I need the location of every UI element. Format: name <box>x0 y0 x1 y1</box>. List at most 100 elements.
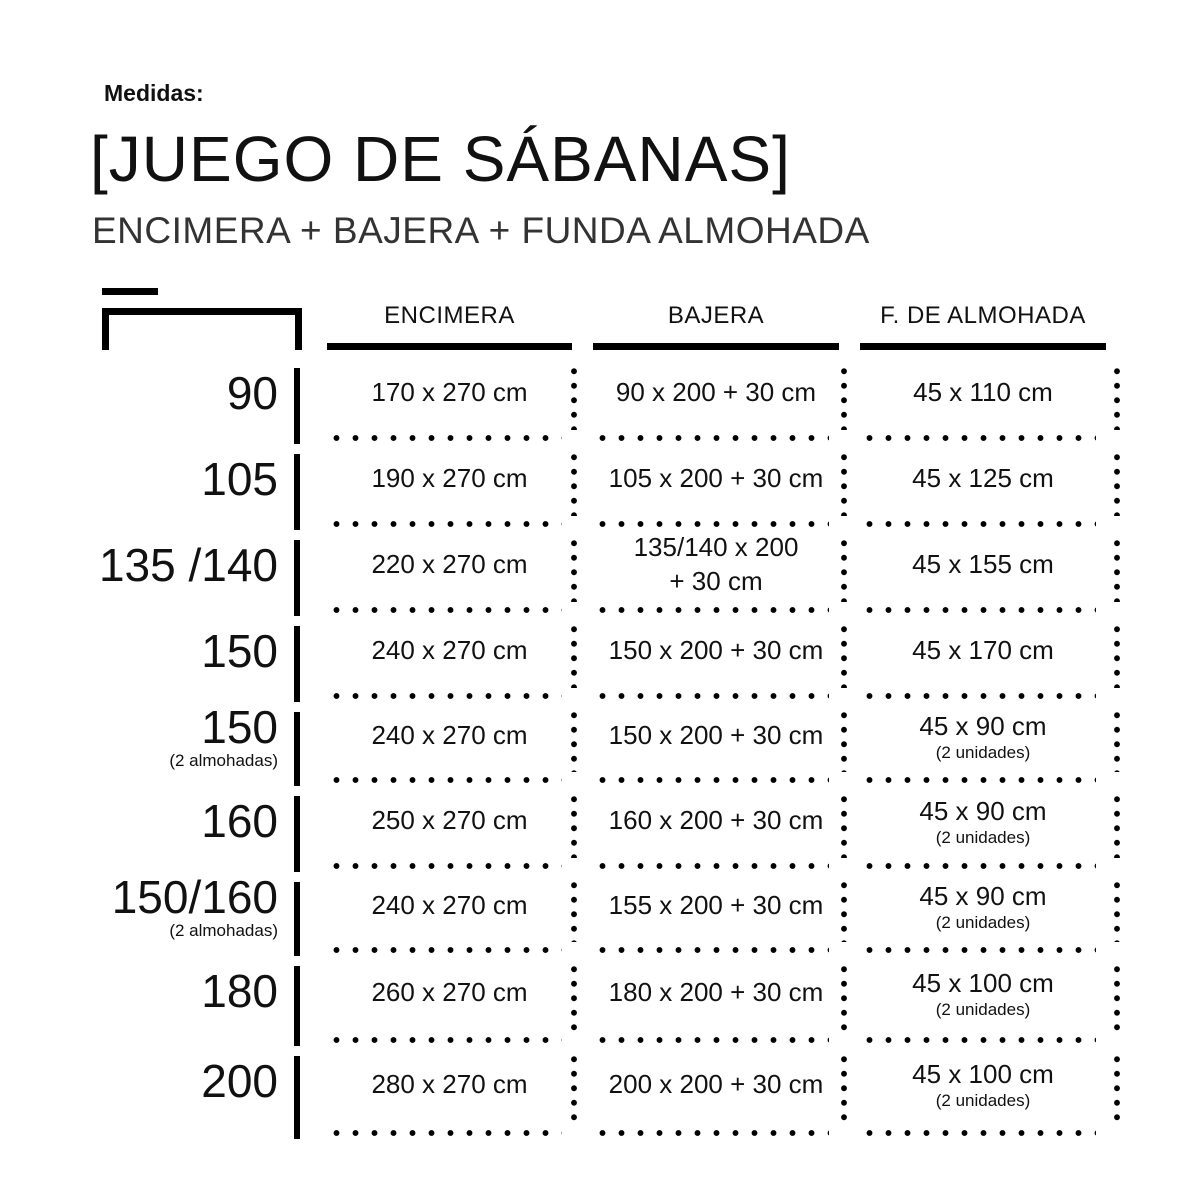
dotted-divider <box>840 962 848 1032</box>
dotted-divider <box>860 1036 1096 1044</box>
row-bar <box>294 966 300 1046</box>
dotted-divider <box>840 1052 848 1125</box>
cell-funda: 45 x 90 cm (2 unidades) <box>860 700 1106 772</box>
dotted-divider <box>1113 450 1121 516</box>
dotted-divider <box>1113 792 1121 858</box>
dotted-divider <box>570 878 578 942</box>
dotted-divider <box>840 622 848 688</box>
cell-value: 240 x 270 cm <box>371 890 528 921</box>
page-title: [JUEGO DE SÁBANAS] <box>90 123 791 195</box>
cell-funda: 45 x 90 cm (2 unidades) <box>860 784 1106 858</box>
row-size-label: 150 <box>60 628 278 674</box>
cell-bajera: 90 x 200 + 30 cm <box>593 356 839 430</box>
cell-encimera: 240 x 270 cm <box>327 700 572 772</box>
dotted-divider <box>570 536 578 602</box>
cell-bajera: 200 x 200 + 30 cm <box>593 1044 839 1125</box>
row-size-label: 180 <box>60 968 278 1014</box>
column-rule <box>860 343 1106 350</box>
row-size-label: 90 <box>60 370 278 416</box>
row-bar <box>294 1056 300 1139</box>
row-bar <box>294 712 300 786</box>
cell-encimera: 280 x 270 cm <box>327 1044 572 1125</box>
dotted-divider <box>1113 536 1121 602</box>
dotted-divider <box>327 776 562 784</box>
cell-value: 45 x 90 cm <box>919 795 1047 826</box>
cell-encimera: 250 x 270 cm <box>327 784 572 858</box>
dotted-divider <box>840 708 848 772</box>
dotted-divider <box>593 946 829 954</box>
dotted-divider <box>593 862 829 870</box>
cell-bajera: 150 x 200 + 30 cm <box>593 700 839 772</box>
dotted-divider <box>570 962 578 1032</box>
cell-value: 45 x 125 cm <box>912 463 1054 494</box>
cell-note: (2 unidades) <box>935 912 1031 932</box>
dotted-divider <box>1113 364 1121 430</box>
cell-value: 45 x 110 cm <box>913 377 1053 408</box>
cell-encimera: 220 x 270 cm <box>327 528 572 602</box>
cell-encimera: 190 x 270 cm <box>327 442 572 516</box>
dotted-divider <box>1113 708 1121 772</box>
row-size: 160 <box>201 795 278 847</box>
dotted-divider <box>327 1036 562 1044</box>
cell-bajera: 160 x 200 + 30 cm <box>593 784 839 858</box>
row-size: 105 <box>201 453 278 505</box>
dotted-divider <box>1113 1052 1121 1125</box>
cell-bajera: 155 x 200 + 30 cm <box>593 870 839 942</box>
dotted-divider <box>327 1129 562 1137</box>
dotted-divider <box>860 434 1096 442</box>
cell-value: 45 x 155 cm <box>912 549 1054 580</box>
dotted-divider <box>593 692 829 700</box>
row-bar <box>294 540 300 616</box>
dotted-divider <box>860 692 1096 700</box>
row-size: 150 <box>201 701 278 753</box>
dotted-divider <box>570 622 578 688</box>
cell-value: 45 x 100 cm <box>912 967 1054 998</box>
cell-encimera: 260 x 270 cm <box>327 954 572 1032</box>
row-size: 90 <box>226 367 278 419</box>
dotted-divider <box>570 1052 578 1125</box>
cell-value: 105 x 200 + 30 cm <box>608 463 824 494</box>
column-rule <box>593 343 839 350</box>
cell-bajera: 180 x 200 + 30 cm <box>593 954 839 1032</box>
row-size: 180 <box>201 965 278 1017</box>
dotted-divider <box>860 520 1096 528</box>
dotted-divider <box>840 792 848 858</box>
cell-value: 45 x 90 cm <box>919 880 1047 911</box>
cell-value: 250 x 270 cm <box>371 805 528 836</box>
dotted-divider <box>327 862 562 870</box>
cell-funda: 45 x 125 cm <box>860 442 1106 516</box>
cell-note: (2 unidades) <box>935 827 1031 847</box>
dotted-divider <box>327 520 562 528</box>
cell-value: 135/140 x 200 + 30 cm <box>633 532 799 596</box>
cell-funda: 45 x 170 cm <box>860 614 1106 688</box>
cell-value: 240 x 270 cm <box>371 720 528 751</box>
cell-value: 240 x 270 cm <box>371 635 528 666</box>
dotted-divider <box>570 364 578 430</box>
cell-funda: 45 x 100 cm (2 unidades) <box>860 954 1106 1032</box>
dotted-divider <box>840 450 848 516</box>
cell-value: 190 x 270 cm <box>371 463 528 494</box>
cell-note: (2 unidades) <box>935 999 1031 1019</box>
row-size-label: 135 /140 <box>60 542 278 588</box>
cell-value: 45 x 100 cm <box>912 1059 1054 1090</box>
dotted-divider <box>860 1129 1096 1137</box>
dotted-divider <box>570 450 578 516</box>
row-size-label: 160 <box>60 798 278 844</box>
dotted-divider <box>593 776 829 784</box>
row-bar <box>294 626 300 702</box>
dotted-divider <box>570 708 578 772</box>
cell-encimera: 240 x 270 cm <box>327 614 572 688</box>
dotted-divider <box>860 776 1096 784</box>
dotted-divider <box>593 1129 829 1137</box>
row-size-label: 105 <box>60 456 278 502</box>
medidas-label: Medidas: <box>104 80 204 106</box>
cell-value: 200 x 200 + 30 cm <box>608 1068 824 1099</box>
dotted-divider <box>327 946 562 954</box>
row-bar <box>294 454 300 530</box>
cell-value: 160 x 200 + 30 cm <box>608 805 824 836</box>
cell-value: 150 x 200 + 30 cm <box>608 635 824 666</box>
row-bar <box>294 882 300 956</box>
row-bar <box>294 368 300 444</box>
cell-value: 220 x 270 cm <box>371 549 528 580</box>
cell-encimera: 170 x 270 cm <box>327 356 572 430</box>
